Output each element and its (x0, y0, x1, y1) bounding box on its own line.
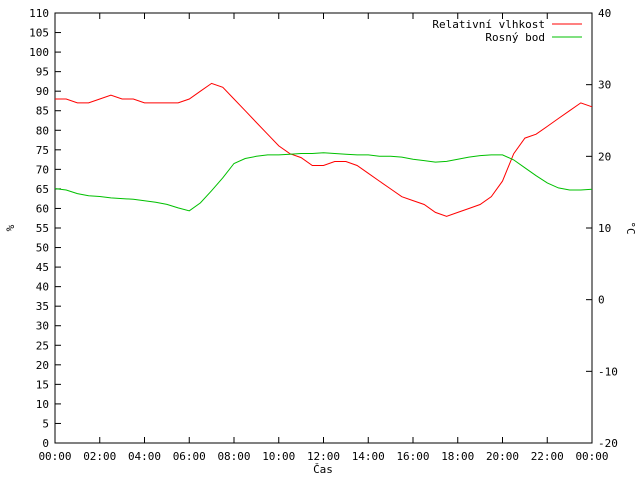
left-tick-label: 110 (29, 7, 49, 20)
x-tick-label: 02:00 (83, 450, 116, 463)
x-tick-label: 00:00 (575, 450, 608, 463)
x-tick-label: 10:00 (262, 450, 295, 463)
bottom-axis: 00:00 02:00 04:00 06:00 08:00 10:00 12:00 14:00… (38, 13, 609, 463)
left-tick-label: 80 (36, 124, 49, 137)
right-tick-label: -10 (598, 365, 618, 378)
left-tick-label: 90 (36, 85, 49, 98)
right-tick-label: 0 (598, 294, 605, 307)
left-tick-label: 75 (36, 144, 49, 157)
x-tick-label: 18:00 (441, 450, 474, 463)
left-tick-label: 65 (36, 183, 49, 196)
x-tick-label: 04:00 (128, 450, 161, 463)
left-tick-label: 20 (36, 359, 49, 372)
left-tick-label: 55 (36, 222, 49, 235)
x-tick-label: 12:00 (307, 450, 340, 463)
x-tick-label: 08:00 (217, 450, 250, 463)
x-tick-label: 00:00 (38, 450, 71, 463)
left-tick-label: 60 (36, 202, 49, 215)
x-tick-label: 06:00 (173, 450, 206, 463)
legend-label: Rosný bod (485, 31, 545, 44)
left-tick-label: 15 (36, 378, 49, 391)
left-tick-label: 0 (42, 437, 49, 450)
right-axis: -20 -10 0 10 20 30 40 (586, 7, 618, 450)
series-line-dew-point (54, 152, 593, 212)
right-tick-label: 20 (598, 150, 611, 163)
x-tick-label: 22:00 (531, 450, 564, 463)
legend-label: Relativní vlhkost (432, 18, 545, 31)
left-tick-label: 40 (36, 281, 49, 294)
left-tick-label: 25 (36, 339, 49, 352)
plot-frame (54, 12, 593, 444)
left-tick-label: 10 (36, 398, 49, 411)
series-line-relative-humidity (55, 82, 593, 217)
left-tick-label: 95 (36, 66, 49, 79)
x-axis-title: Čas (313, 463, 333, 476)
left-tick-label: 85 (36, 105, 49, 118)
left-axis-title: % (4, 224, 17, 231)
x-tick-label: 16:00 (396, 450, 429, 463)
left-tick-label: 35 (36, 300, 49, 313)
left-tick-label: 30 (36, 320, 49, 333)
right-tick-label: 40 (598, 7, 611, 20)
right-tick-label: 10 (598, 222, 611, 235)
left-tick-label: 105 (29, 27, 49, 40)
left-tick-label: 5 (42, 417, 49, 430)
left-tick-label: 70 (36, 163, 49, 176)
right-axis-title: °C (624, 221, 637, 234)
x-tick-label: 14:00 (352, 450, 385, 463)
left-tick-label: 50 (36, 242, 49, 255)
left-axis: 0 5 10 15 20 25 30 35 40 45 50 55 60 65 70 75 80 85 90 95 10… (29, 7, 61, 450)
right-tick-label: 30 (598, 79, 611, 92)
left-tick-label: 100 (29, 46, 49, 59)
right-tick-label: -20 (598, 437, 618, 450)
x-tick-label: 20:00 (486, 450, 519, 463)
series-layer (54, 82, 593, 217)
left-tick-label: 45 (36, 261, 49, 274)
